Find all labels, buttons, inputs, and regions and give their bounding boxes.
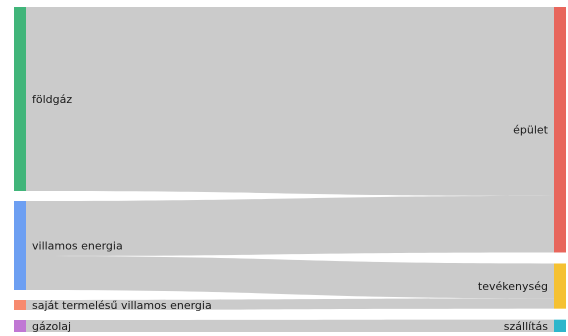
node-villamos[interactable] — [14, 201, 26, 290]
node-szallitas[interactable] — [554, 319, 566, 332]
node-label-epulet: épület — [513, 124, 549, 137]
link-foldgaz-epulet[interactable] — [26, 7, 554, 196]
node-foldgaz[interactable] — [14, 7, 26, 191]
node-label-villamos: villamos energia — [32, 240, 123, 253]
node-label-sajat: saját termelésű villamos energia — [32, 299, 212, 312]
link-sajat-tevekenyseg[interactable] — [26, 298, 554, 310]
node-label-szallitas: szállítás — [504, 320, 548, 333]
node-epulet[interactable] — [554, 7, 566, 253]
sankey-labels: földgáz villamos energia saját termelésű v… — [32, 93, 549, 333]
link-villamos-tevekenyseg[interactable] — [26, 256, 554, 299]
node-label-gazolaj: gázolaj — [32, 320, 71, 333]
node-label-foldgaz: földgáz — [32, 93, 72, 106]
node-label-tevekenyseg: tevékenység — [478, 280, 548, 293]
sankey-links — [26, 7, 554, 332]
node-gazolaj[interactable] — [14, 320, 26, 332]
sankey-nodes — [14, 7, 566, 332]
link-gazolaj-szallitas[interactable] — [26, 319, 554, 332]
node-tevekenyseg[interactable] — [554, 263, 566, 309]
link-villamos-epulet[interactable] — [26, 195, 554, 256]
node-sajat[interactable] — [14, 300, 26, 310]
